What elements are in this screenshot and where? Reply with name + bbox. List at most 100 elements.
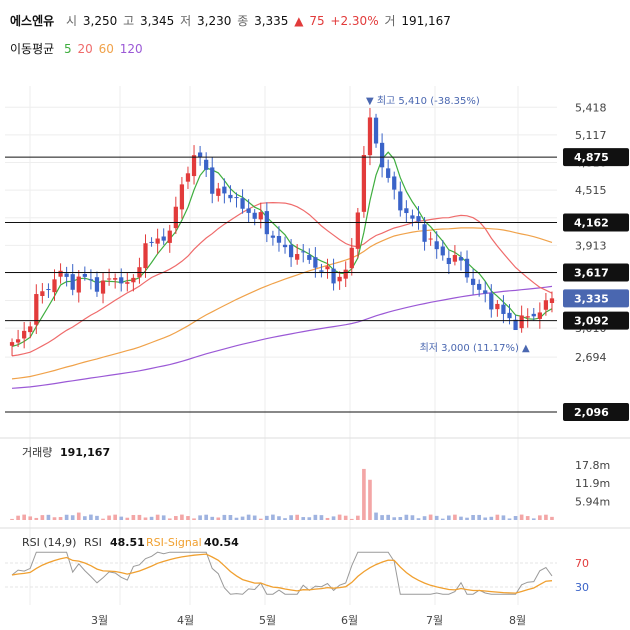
volume-bar	[495, 514, 500, 520]
volume-bar	[240, 516, 245, 520]
price-level-badge	[563, 311, 629, 330]
candle-body	[270, 235, 276, 238]
ma20-legend: 20	[77, 42, 93, 56]
volume-bar	[337, 514, 342, 520]
volume-bar	[349, 518, 354, 520]
price-summary: 에스엔유 시 3,250 고 3,345 저 3,230 종 3,335 ▲ 7…	[10, 12, 453, 29]
candle-body	[64, 273, 69, 277]
candle-body	[404, 208, 409, 214]
price-axis-tick: 5,117	[575, 129, 607, 142]
candle-body	[519, 315, 524, 329]
candle-body	[143, 243, 148, 269]
volume-bar	[143, 517, 148, 520]
ma5-legend: 5	[64, 42, 72, 56]
candle-body	[337, 276, 342, 282]
candle-body	[282, 244, 288, 248]
volume-bar	[404, 514, 409, 520]
volume-bar	[210, 516, 215, 520]
volume-bar	[507, 518, 512, 520]
candle-body	[167, 230, 172, 243]
candle-body	[173, 206, 178, 229]
candle-body	[379, 142, 385, 168]
volume-bar	[40, 515, 45, 520]
volume-bar	[362, 468, 366, 520]
rsi-legend-value: 48.51	[110, 536, 145, 549]
ma-label: 이동평균	[10, 42, 55, 56]
close-label: 종	[237, 14, 249, 28]
volume-bar	[70, 515, 75, 520]
volume-bar	[10, 518, 14, 520]
candle-body	[58, 270, 63, 277]
candle-body	[325, 266, 330, 270]
time-axis-tick: 5월	[259, 614, 276, 627]
price-level-badge	[563, 263, 629, 282]
volume-bar	[289, 515, 293, 520]
current-price-label: 3,335	[574, 292, 609, 305]
volume-bar	[277, 516, 281, 520]
volume-bar	[525, 516, 530, 520]
candle-body	[100, 280, 106, 294]
volume-bar	[313, 514, 318, 520]
volume-bar	[161, 515, 166, 520]
volume-bar	[192, 518, 196, 520]
low-value: 3,230	[197, 14, 232, 28]
candle-body	[458, 257, 464, 261]
volume-bar	[58, 517, 63, 520]
price-axis-tick: 5,418	[575, 101, 607, 114]
volume-bar	[501, 515, 506, 520]
time-axis-tick: 6월	[341, 614, 358, 627]
volume-bar	[471, 514, 475, 520]
volume-bar	[149, 516, 154, 520]
moving-average-legend: 이동평균 5 20 60 120	[10, 40, 145, 57]
candle-body	[52, 279, 57, 293]
candle-body	[149, 241, 154, 243]
volume-bar	[398, 517, 403, 520]
candle-body	[313, 257, 318, 268]
candle-body	[355, 212, 360, 249]
open-label: 시	[66, 14, 78, 28]
volume-bar	[416, 518, 421, 520]
candle-body	[483, 290, 488, 294]
price-axis-tick: 2,694	[575, 351, 607, 364]
candle-body	[531, 313, 536, 317]
volume-bar	[319, 515, 324, 520]
volume-axis-tick: 17.8m	[575, 459, 610, 472]
volume-title: 거래량	[22, 446, 52, 459]
rsi-title: RSI (14,9)	[22, 536, 76, 549]
candle-body	[252, 212, 257, 219]
volume-bar	[222, 514, 227, 520]
candle-body	[343, 269, 348, 279]
candle-body	[276, 235, 282, 243]
stock-name: 에스엔유	[10, 14, 55, 28]
volume-bar	[301, 517, 306, 520]
volume-bar	[519, 514, 524, 520]
volume-bar	[155, 514, 160, 520]
candle-body	[452, 255, 458, 262]
lowest-price-marker: 최저 3,000 (11.17%) ▲	[420, 342, 530, 354]
volume-bar	[186, 516, 190, 520]
ma20-line	[11, 201, 553, 357]
candle-body	[258, 212, 263, 220]
candle-body	[489, 293, 494, 310]
candle-body	[22, 330, 27, 339]
rsi-signal-legend-name: RSI-Signal	[146, 536, 202, 549]
price-level-badge	[563, 148, 629, 167]
candle-body	[113, 278, 118, 280]
candle-body	[15, 339, 21, 343]
candle-body	[301, 251, 306, 253]
candle-body	[392, 176, 397, 190]
ma5-line	[11, 151, 553, 347]
price-level-badge	[563, 213, 629, 232]
candle-body	[210, 167, 215, 194]
volume-bar	[167, 518, 172, 520]
candle-body	[373, 117, 379, 144]
candle-body	[106, 278, 112, 280]
time-axis-tick: 7월	[426, 614, 443, 627]
volume-bar	[380, 515, 384, 520]
candle-body	[440, 246, 445, 256]
volume-bar	[113, 514, 117, 520]
candle-body	[525, 316, 530, 318]
rsi-line	[11, 551, 553, 595]
volume-bar	[410, 515, 415, 520]
